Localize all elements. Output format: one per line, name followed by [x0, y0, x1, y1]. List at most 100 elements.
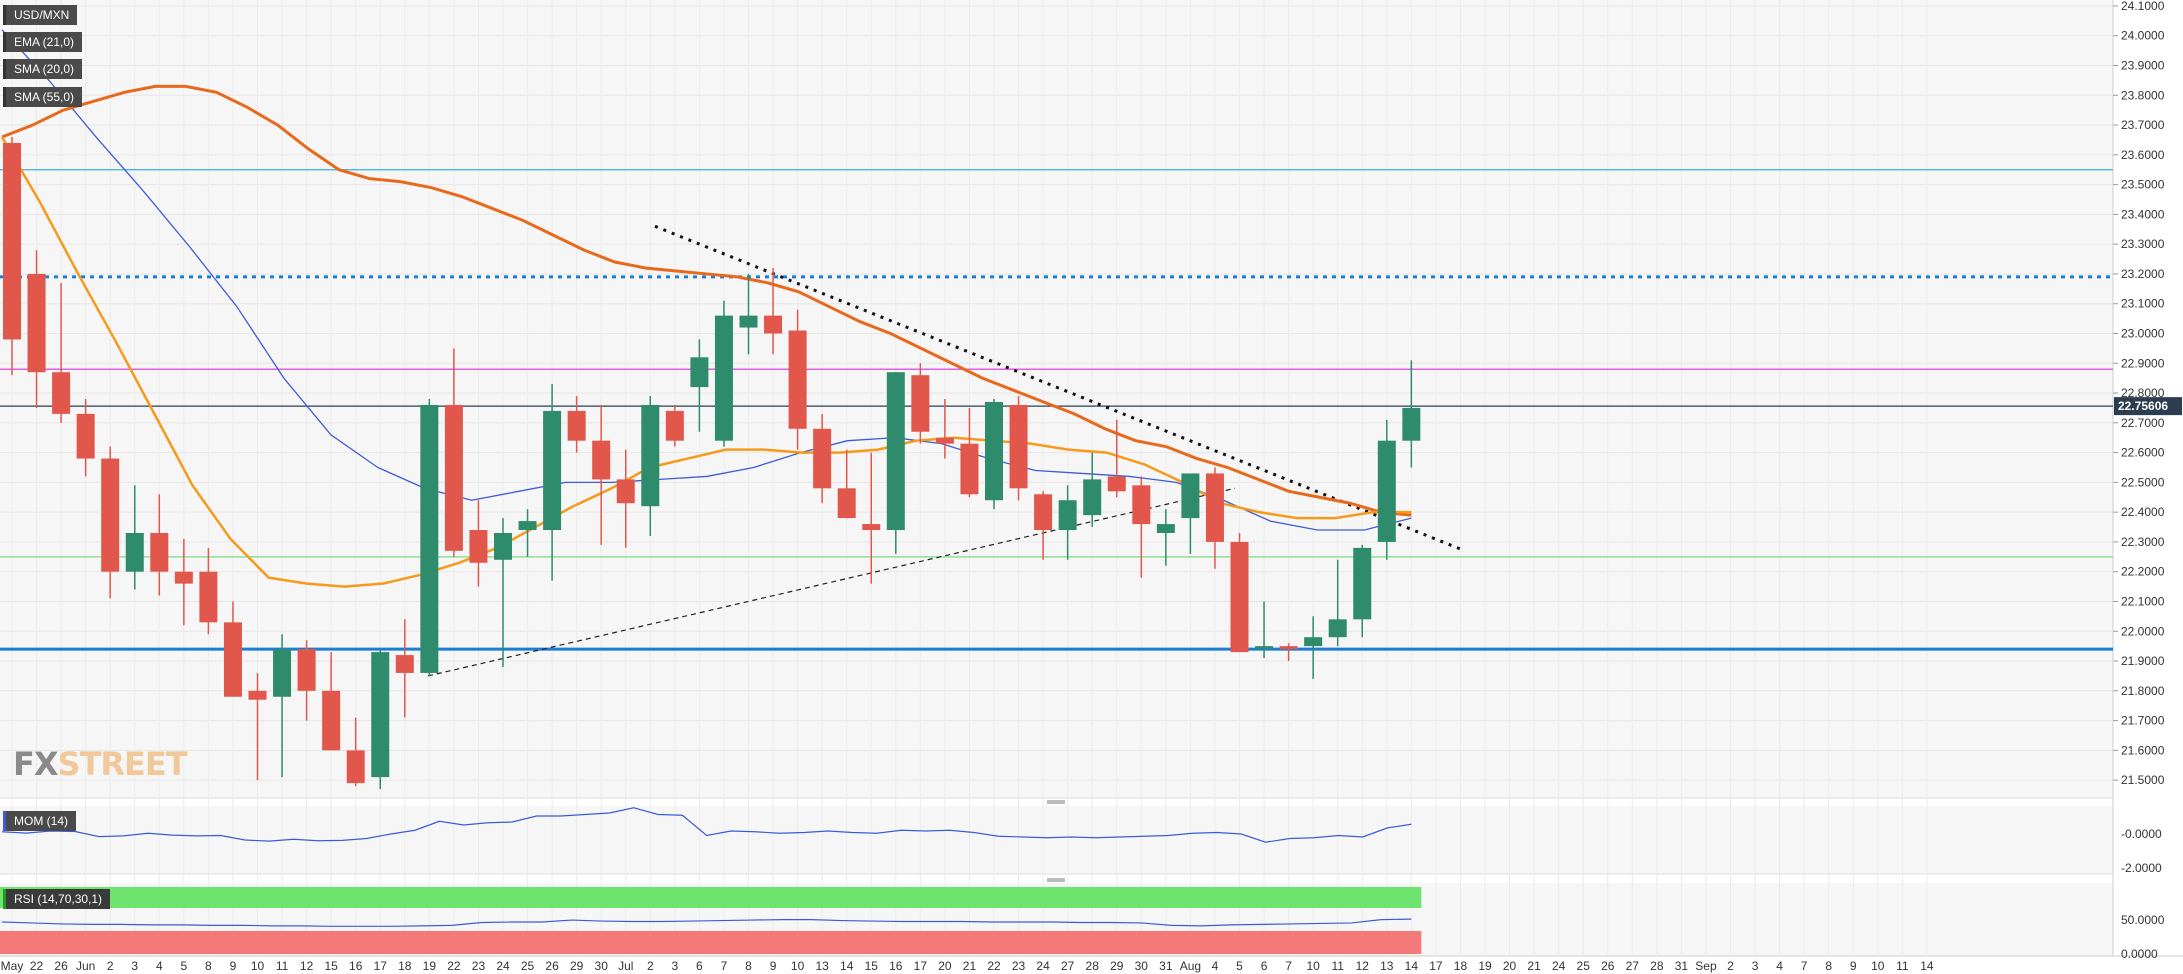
candle-body	[1156, 524, 1175, 533]
date-tick-label: 7	[1285, 959, 1292, 973]
candle	[494, 518, 512, 667]
candle	[371, 649, 390, 790]
candle	[714, 300, 733, 447]
date-tick-label: 28	[1086, 959, 1100, 973]
date-tick-label: 7	[1801, 959, 1808, 973]
date-tick-label: 31	[1159, 959, 1173, 973]
candle-body	[960, 443, 979, 495]
candle	[1279, 643, 1298, 662]
candle	[1353, 544, 1372, 638]
ema-label[interactable]: EMA (21,0)	[3, 32, 83, 52]
candle-body	[420, 404, 439, 673]
price-tick-label: 23.6000	[2121, 148, 2165, 162]
mom-label[interactable]: MOM (14)	[3, 811, 76, 831]
date-tick-label: 30	[595, 959, 609, 973]
price-tick-label: 23.1000	[2121, 297, 2165, 311]
symbol-label[interactable]: USD/MXN	[3, 5, 78, 25]
candle	[273, 634, 292, 778]
price-tick-label: 22.4000	[2121, 505, 2165, 519]
date-tick-label: 8	[745, 959, 752, 973]
main-plot-area	[0, 0, 2113, 798]
date-tick-label: 14	[1405, 959, 1419, 973]
date-tick-label: 4	[1212, 959, 1219, 973]
rsi-label[interactable]: RSI (14,70,30,1)	[3, 889, 111, 909]
date-tick-label: Jul	[618, 959, 633, 973]
price-tick-label: 23.9000	[2121, 59, 2165, 73]
price-tick-label: 21.6000	[2121, 743, 2165, 757]
date-tick-label: 16	[889, 959, 903, 973]
price-tick-label: 24.0000	[2121, 29, 2165, 43]
date-tick-label: 11	[1331, 959, 1344, 973]
candle-body	[346, 750, 365, 784]
candle	[3, 136, 21, 376]
date-tick-label: 24	[1552, 959, 1566, 973]
candle-body	[935, 437, 954, 444]
candle	[125, 485, 144, 590]
price-tick-label: 22.8000	[2121, 386, 2165, 400]
candle	[985, 399, 1003, 510]
candle-body	[764, 315, 783, 334]
candle	[764, 267, 783, 355]
date-tick-label: 8	[1825, 959, 1832, 973]
date-tick-label: 10	[791, 959, 805, 973]
candle-body	[543, 410, 562, 531]
date-tick-label: 28	[1650, 959, 1664, 973]
candle-body	[150, 532, 169, 572]
date-tick-label: 10	[1306, 959, 1320, 973]
candle	[101, 446, 120, 599]
date-tick-label: 26	[54, 959, 68, 973]
date-tick-label: 15	[324, 959, 338, 973]
candle-body	[101, 458, 120, 572]
candle-body	[886, 372, 905, 531]
candle-body	[199, 571, 218, 623]
candle	[52, 282, 71, 423]
date-tick-label: 2	[107, 959, 114, 973]
date-tick-label: 26	[1601, 959, 1615, 973]
date-tick-label: 17	[1429, 959, 1443, 973]
date-tick-label: 9	[1850, 959, 1857, 973]
mom-resize-grip	[1047, 800, 1065, 804]
candle	[739, 273, 758, 355]
date-tick-label: 2	[647, 959, 654, 973]
candle	[1058, 485, 1077, 560]
candle	[346, 717, 365, 787]
rsi-overbought-band	[0, 887, 1422, 908]
date-tick-label: 4	[156, 959, 163, 973]
candle	[174, 538, 193, 626]
candle-body	[690, 357, 709, 388]
candle	[1402, 360, 1421, 468]
candle	[150, 494, 169, 596]
date-tick-label: 18	[398, 959, 412, 973]
mom-tick-label: -2.0000	[2121, 861, 2162, 875]
date-tick-label: 20	[938, 959, 952, 973]
price-tick-label: 22.2000	[2121, 565, 2165, 579]
price-tick-label: 21.5000	[2121, 773, 2165, 787]
candle-body	[3, 142, 21, 340]
candle	[518, 509, 537, 557]
candle	[935, 399, 954, 459]
candle-body	[616, 479, 635, 504]
price-tick-label: 23.5000	[2121, 178, 2165, 192]
sma55-label[interactable]: SMA (55,0)	[3, 87, 83, 107]
candle-body	[813, 428, 832, 489]
price-tick-label: 23.0000	[2121, 326, 2165, 340]
date-tick-label: 27	[1626, 959, 1640, 973]
sma20-label[interactable]: SMA (20,0)	[3, 59, 83, 79]
date-tick-label: 19	[1478, 959, 1492, 973]
candle-body	[518, 521, 537, 531]
candle	[665, 404, 684, 447]
price-tick-label: 22.7000	[2121, 416, 2165, 430]
candle-body	[469, 530, 488, 563]
candle-body	[27, 273, 46, 373]
date-tick-label: 4	[1776, 959, 1783, 973]
price-tick-label: 21.8000	[2121, 684, 2165, 698]
price-tick-label: 24.1000	[2121, 0, 2165, 13]
candle	[1083, 452, 1102, 528]
date-tick-label: 27	[1061, 959, 1075, 973]
candle-body	[52, 372, 71, 414]
date-tick-label: 15	[865, 959, 879, 973]
date-tick-label: 18	[1454, 959, 1468, 973]
candle	[395, 619, 414, 718]
date-tick-label: 19	[423, 959, 437, 973]
